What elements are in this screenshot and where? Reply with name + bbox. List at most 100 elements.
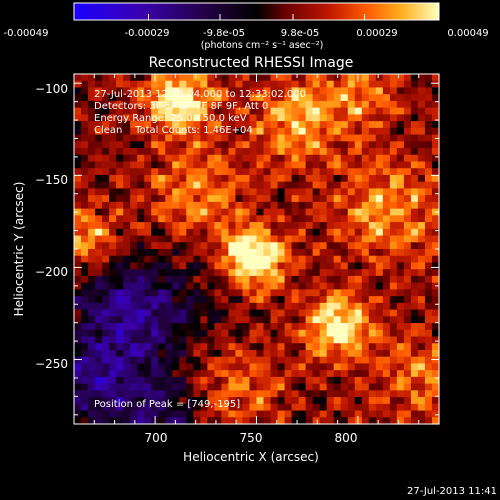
heatmap-pixel [389, 127, 398, 136]
heatmap-pixel [291, 249, 300, 257]
heatmap-pixel [319, 228, 328, 237]
colorbar-tick-label: -0.00049 [4, 28, 49, 39]
heatmap-pixel [137, 174, 145, 183]
heatmap-pixel [228, 148, 237, 156]
heatmap-pixel [431, 141, 440, 149]
heatmap-pixel [172, 174, 180, 183]
heatmap-pixel [172, 148, 180, 156]
heatmap-pixel [130, 181, 138, 190]
heatmap-pixel [410, 188, 419, 196]
heatmap-pixel [410, 397, 419, 405]
heatmap-pixel [144, 323, 152, 331]
footer-timestamp: 27-Jul-2013 11:41 [407, 486, 497, 497]
heatmap-pixel [263, 80, 272, 89]
heatmap-pixel [326, 188, 335, 196]
heatmap-pixel [179, 349, 187, 358]
heatmap-pixel [403, 74, 412, 82]
heatmap-pixel [74, 181, 82, 190]
heatmap-pixel [361, 242, 370, 250]
heatmap-pixel [424, 383, 433, 391]
heatmap-pixel [340, 309, 349, 317]
heatmap-pixel [263, 242, 272, 250]
heatmap-pixel [431, 127, 440, 136]
heatmap-pixel [305, 242, 314, 250]
heatmap-pixel [277, 336, 286, 344]
heatmap-pixel [305, 121, 314, 129]
heatmap-pixel [228, 343, 237, 351]
heatmap-pixel [396, 188, 405, 196]
heatmap-pixel [431, 174, 440, 183]
heatmap-pixel [312, 262, 321, 270]
heatmap-pixel [102, 215, 110, 223]
heatmap-pixel [130, 329, 138, 338]
heatmap-pixel [109, 208, 117, 216]
heatmap-pixel [410, 316, 419, 324]
heatmap-pixel [417, 134, 426, 142]
heatmap-pixel [389, 188, 398, 196]
heatmap-pixel [305, 100, 314, 109]
heatmap-pixel [424, 174, 433, 183]
heatmap-pixel [172, 201, 180, 210]
heatmap-pixel [396, 242, 405, 250]
heatmap-pixel [193, 376, 201, 385]
heatmap-pixel [172, 269, 180, 277]
heatmap-pixel [242, 316, 251, 324]
heatmap-pixel [207, 275, 215, 284]
heatmap-pixel [375, 235, 384, 243]
heatmap-pixel [95, 262, 103, 270]
heatmap-pixel [291, 222, 300, 230]
heatmap-pixel [375, 262, 384, 270]
heatmap-pixel [179, 107, 187, 115]
heatmap-pixel [249, 134, 258, 142]
heatmap-pixel [375, 336, 384, 344]
heatmap-pixel [186, 208, 194, 216]
heatmap-pixel [298, 255, 307, 264]
heatmap-pixel [207, 235, 215, 243]
heatmap-pixel [410, 343, 419, 351]
heatmap-pixel [109, 174, 117, 183]
heatmap-pixel [298, 127, 307, 136]
heatmap-pixel [340, 302, 349, 311]
heatmap-pixel [256, 282, 265, 290]
heatmap-pixel [81, 195, 89, 203]
peak-position-annotation: Position of Peak = [749,-195] [94, 399, 240, 410]
heatmap-pixel [298, 275, 307, 284]
heatmap-pixel [158, 242, 166, 250]
heatmap-pixel [347, 255, 356, 264]
heatmap-pixel [375, 121, 384, 129]
heatmap-pixel [144, 282, 152, 290]
heatmap-pixel [249, 249, 258, 257]
heatmap-pixel [375, 417, 384, 425]
heatmap-pixel [95, 403, 103, 412]
heatmap-pixel [340, 403, 349, 412]
heatmap-pixel [354, 329, 363, 338]
heatmap-pixel [221, 390, 230, 398]
heatmap-pixel [326, 282, 335, 290]
heatmap-pixel [95, 188, 103, 196]
heatmap-pixel [389, 154, 398, 163]
heatmap-pixel [354, 397, 363, 405]
heatmap-pixel [74, 94, 82, 102]
heatmap-pixel [417, 168, 426, 176]
heatmap-pixel [214, 168, 222, 176]
heatmap-pixel [137, 383, 145, 391]
heatmap-pixel [375, 383, 384, 391]
heatmap-pixel [284, 134, 293, 142]
heatmap-pixel [207, 181, 215, 190]
heatmap-pixel [403, 296, 412, 304]
heatmap-pixel [263, 87, 272, 95]
heatmap-pixel [200, 188, 208, 196]
heatmap-pixel [214, 289, 222, 297]
heatmap-pixel [81, 134, 89, 142]
heatmap-pixel [403, 222, 412, 230]
heatmap-pixel [340, 181, 349, 190]
heatmap-pixel [88, 215, 96, 223]
heatmap-pixel [431, 87, 440, 95]
heatmap-pixel [165, 376, 173, 385]
heatmap-pixel [333, 100, 342, 109]
heatmap-pixel [354, 255, 363, 264]
heatmap-pixel [95, 134, 103, 142]
heatmap-pixel [382, 296, 391, 304]
heatmap-pixel [298, 74, 307, 82]
heatmap-pixel [116, 383, 124, 391]
